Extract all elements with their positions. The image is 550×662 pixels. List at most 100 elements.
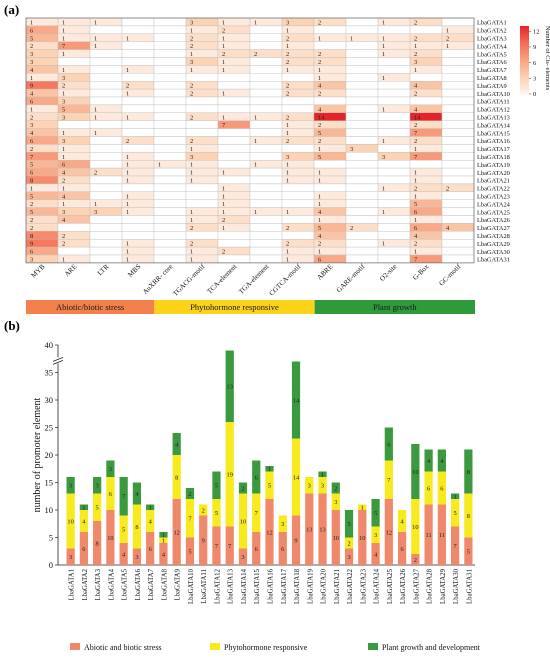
heatmap-cell-label: 1: [126, 170, 129, 177]
heatmap-cell: [121, 223, 155, 232]
x-tick-label: LbaGATA11: [201, 569, 208, 604]
heatmap-cell: [153, 238, 187, 248]
bar-value-label: 3: [308, 483, 311, 490]
bar-segment: [424, 471, 433, 505]
heatmap-cell: [153, 215, 187, 224]
legend-label: Phytohormone responsive: [224, 643, 308, 652]
heatmap-cell-label: 6: [30, 138, 33, 145]
heatmap-cell-label: 1: [318, 75, 321, 82]
heatmap-cell: [121, 57, 155, 66]
heatmap-cell: [153, 231, 187, 240]
heatmap-cell-label: 1: [254, 20, 257, 27]
heatmap-cell: [249, 88, 283, 98]
heatmap-cell: [249, 246, 283, 256]
heatmap-cell: [345, 152, 379, 161]
heatmap-cell-label: 1: [222, 67, 225, 74]
heatmap-cell: [121, 128, 155, 137]
bar-value-label: 12: [173, 529, 179, 536]
heatmap-cell: [377, 159, 411, 169]
bar-segment: [172, 433, 181, 455]
heatmap-cell-label: 1: [126, 241, 129, 248]
heatmap-cell-label: 4: [446, 225, 450, 232]
heatmap-cell: [153, 144, 187, 153]
x-tick-label: LbaGATA26: [400, 568, 407, 604]
x-tick-label: LbaGATA29: [440, 568, 447, 604]
bar-value-label: 6: [387, 441, 390, 448]
bar-value-label: 3: [69, 483, 72, 490]
heatmap-cell: [89, 96, 123, 106]
heatmap-cell: [377, 175, 411, 185]
heatmap-cell-label: 1: [222, 209, 225, 216]
heatmap-cell: [153, 80, 187, 90]
heatmap-cell-label: 1: [126, 154, 129, 161]
heatmap-cell-label: 7: [414, 257, 418, 264]
heatmap-cell: [281, 215, 315, 224]
bar-segment: [437, 504, 446, 565]
bar-value-label: 7: [188, 516, 192, 523]
heatmap-row-label: LbaGATA9: [477, 83, 507, 90]
heatmap-cell-label: 1: [62, 146, 65, 153]
heatmap-row-label: LbaGATA22: [477, 186, 510, 193]
heatmap-cell: [281, 183, 315, 192]
heatmap-cell: [249, 167, 283, 177]
heatmap-cell-label: 1: [286, 67, 289, 74]
x-tick-label: LbaGATA20: [321, 568, 328, 604]
bar-segment: [146, 532, 155, 565]
heatmap-cell: [57, 120, 91, 129]
heatmap-cell: [281, 73, 315, 82]
x-tick-label: LbaGATA7: [148, 568, 155, 600]
bar-value-label: 4: [162, 551, 166, 558]
bar-segment: [451, 499, 460, 527]
bar-segment: [119, 543, 128, 565]
bar-value-label: 5: [215, 510, 218, 517]
heatmap-cell: [57, 246, 91, 256]
heatmap-cell-label: 6: [30, 170, 33, 177]
heatmap-cell: [89, 238, 123, 248]
bar-segment: [305, 493, 314, 565]
x-tick-label: LbaGATA17: [281, 568, 288, 604]
heatmap-cell: [153, 112, 187, 121]
heatmap-cell: [249, 254, 283, 264]
bar-segment: [146, 510, 155, 532]
heatmap-cell: [185, 73, 219, 82]
bar-value-label: 5: [215, 483, 218, 490]
bar-segment: [225, 350, 234, 422]
bar-value-label: 10: [412, 469, 418, 476]
heatmap-cell: [313, 159, 347, 169]
heatmap-cell-label: 2: [318, 241, 321, 248]
heatmap-cell-label: 5: [30, 209, 33, 216]
heatmap-cell-label: 1: [382, 241, 385, 248]
bar-value-label: 1: [454, 494, 457, 501]
heatmap-cell: [153, 33, 187, 42]
heatmap-cell-label: 4: [318, 233, 322, 240]
heatmap-cell: [345, 41, 379, 50]
heatmap-cell-label: 9: [30, 241, 33, 248]
heatmap-cell-label: 6: [414, 225, 417, 232]
x-tick-label: LbaGATA28: [427, 568, 434, 604]
y-tick-label: 35: [45, 368, 54, 378]
bar-value-label: 8: [467, 469, 470, 476]
heatmap-cell-label: 1: [446, 27, 449, 34]
heatmap-cell-label: 1: [382, 35, 385, 42]
bar-value-label: 6: [109, 491, 112, 498]
heatmap-row-label: LbaGATA14: [477, 122, 511, 129]
heatmap-cell-label: 2: [30, 114, 33, 121]
heatmap-cell-label: 1: [222, 185, 225, 192]
heatmap-cell: [153, 57, 187, 66]
heatmap-cell: [249, 128, 283, 137]
x-tick-label: LbaGATA5: [122, 568, 129, 600]
heatmap-cell-label: 1: [62, 51, 65, 58]
bar-segment: [106, 510, 115, 565]
heatmap-cell-label: 2: [414, 20, 417, 27]
bar-segment: [199, 504, 208, 516]
bar-segment: [411, 499, 420, 554]
heatmap-cell: [217, 152, 251, 161]
heatmap-cell-label: 2: [190, 114, 193, 121]
heatmap-cell: [153, 167, 187, 177]
heatmap-cell-label: 1: [222, 43, 225, 50]
bar-value-label: 7: [215, 543, 219, 550]
heatmap-cell-label: 2: [286, 138, 289, 145]
colorbar-tick-label: 0: [533, 91, 536, 98]
heatmap-cell: [89, 65, 123, 74]
heatmap-cell-label: 1: [254, 138, 257, 145]
